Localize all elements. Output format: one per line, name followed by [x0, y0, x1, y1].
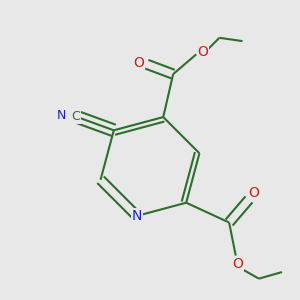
Text: N: N: [56, 109, 66, 122]
Text: C: C: [71, 110, 80, 123]
Text: O: O: [248, 187, 259, 200]
Text: O: O: [197, 45, 208, 59]
Text: O: O: [232, 257, 243, 271]
Text: N: N: [132, 209, 142, 223]
Text: O: O: [133, 56, 144, 70]
